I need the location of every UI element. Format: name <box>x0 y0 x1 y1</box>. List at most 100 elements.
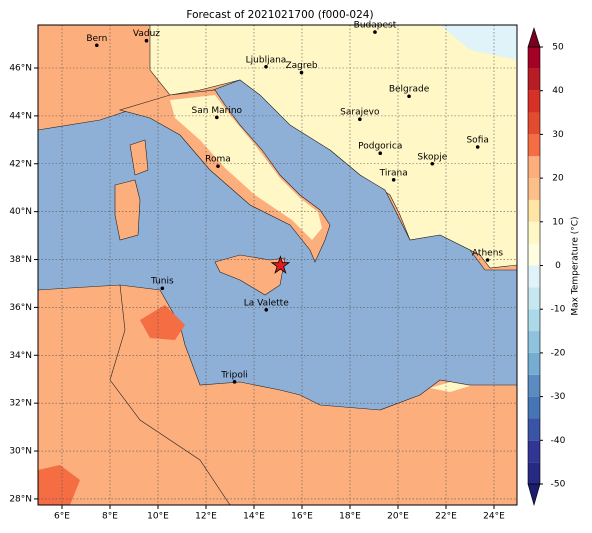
colorbar-tick-label: -40 <box>551 436 566 446</box>
city-label: Sofia <box>466 136 488 146</box>
colorbar-under <box>527 483 541 507</box>
city-dot <box>373 30 377 34</box>
city-label: Zagreb <box>285 61 317 71</box>
city-label: Tirana <box>379 168 408 178</box>
border <box>109 284 231 505</box>
y-tick-label: 32°N <box>9 399 32 409</box>
colorbar-band <box>528 265 540 288</box>
city-label: Tunis <box>150 277 174 287</box>
x-tick-label: 6°E <box>54 512 70 522</box>
colorbar-tick-label: -10 <box>551 305 566 315</box>
colorbar-band <box>528 68 540 91</box>
map-area <box>38 25 517 505</box>
y-tick-label: 42°N <box>9 159 32 169</box>
colorbar-tick-label: 40 <box>552 86 564 96</box>
colorbar-band <box>528 243 540 266</box>
city-label: La Valette <box>244 298 289 308</box>
tunisia-warm <box>140 305 185 340</box>
marker-star <box>270 255 291 274</box>
colorbar-band <box>528 199 540 222</box>
city-label: Bern <box>86 34 107 44</box>
x-tick-label: 18°E <box>339 512 361 522</box>
colorbar-band <box>528 309 540 332</box>
y-tick-label: 36°N <box>9 303 32 313</box>
city-dot <box>299 70 304 75</box>
x-tick-label: 8°E <box>102 512 118 522</box>
colorbar-band <box>528 134 540 157</box>
colorbar-tick-label: -30 <box>551 392 566 402</box>
sardinia <box>114 179 141 241</box>
grid <box>38 25 517 505</box>
colorbar-tick-label: 0 <box>555 261 561 271</box>
colorbar-band <box>528 352 540 375</box>
colorbar-tick-label: 10 <box>552 217 564 227</box>
city-dot <box>378 151 383 156</box>
colorbar-over <box>527 27 541 48</box>
colorbar-tick-label: -20 <box>551 348 566 358</box>
colorbar-band <box>528 396 540 419</box>
colorbar-band <box>528 331 540 353</box>
city-dot <box>144 38 149 43</box>
city-label: Podgorica <box>358 142 402 152</box>
y-tick-label: 44°N <box>9 111 32 121</box>
crete <box>430 382 470 392</box>
city-label: Belgrade <box>389 85 430 95</box>
city-label: Vaduz <box>133 29 160 39</box>
city-label: Roma <box>205 155 231 165</box>
colorbar-band <box>528 418 540 441</box>
city-label: San Marino <box>192 106 243 116</box>
colorbar-band <box>528 440 540 463</box>
city-dot <box>160 286 165 291</box>
colorbar-band <box>528 178 540 200</box>
city-dot <box>485 258 490 262</box>
colorbar-band <box>528 374 540 397</box>
libya-warm <box>38 465 80 505</box>
y-tick-label: 46°N <box>9 64 32 74</box>
title: Forecast of 2021021700 (f000-024) <box>186 9 373 21</box>
city-label: Ljubljana <box>246 55 287 65</box>
city-dot <box>264 307 269 312</box>
cold-patch <box>440 25 517 60</box>
city-dot <box>95 43 99 48</box>
city-label: Athens <box>472 248 503 258</box>
x-tick-label: 10°E <box>147 512 169 522</box>
y-tick-label: 30°N <box>9 447 32 457</box>
map-frame <box>37 24 518 506</box>
colorbar-band <box>528 47 540 69</box>
city-label: Tripoli <box>220 370 248 380</box>
x-tick-label: 22°E <box>435 512 457 522</box>
colorbar-tick-label: 50 <box>552 43 564 53</box>
city-dot <box>264 65 268 69</box>
colorbar-band <box>528 462 540 484</box>
colorbar-band <box>528 112 540 135</box>
city-dot <box>358 117 362 122</box>
city-dot <box>407 94 411 99</box>
colorbar-tick-label: 30 <box>552 130 564 140</box>
italy-west <box>118 89 331 263</box>
x-tick-label: 24°E <box>483 512 505 522</box>
city-dot <box>391 177 396 182</box>
x-tick-label: 20°E <box>387 512 409 522</box>
colorbar-band <box>528 90 540 113</box>
colorbar-band <box>528 221 540 244</box>
x-tick-label: 14°E <box>243 512 265 522</box>
city-dot <box>232 380 237 384</box>
colorbar-band <box>528 156 540 179</box>
y-tick-label: 28°N <box>9 494 32 504</box>
x-tick-label: 12°E <box>195 512 217 522</box>
city-dot <box>475 145 480 149</box>
europe <box>149 25 517 269</box>
city-label: Budapest <box>354 21 397 31</box>
colorbar-label: Max Temperature (°C) <box>571 216 581 315</box>
city-dot <box>430 161 435 166</box>
city-label: Sarajevo <box>340 108 380 118</box>
y-tick-label: 40°N <box>9 207 32 217</box>
colorbar-tick-label: -50 <box>551 480 566 490</box>
y-tick-label: 38°N <box>9 255 32 265</box>
y-tick-label: 34°N <box>9 351 32 361</box>
corsica <box>129 139 149 176</box>
city-label: Skopje <box>417 152 447 162</box>
city-dot <box>216 164 220 168</box>
sicily <box>214 254 286 296</box>
